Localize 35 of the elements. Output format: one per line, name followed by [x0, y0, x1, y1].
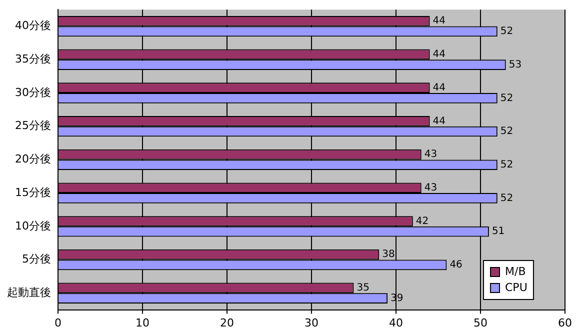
data-label: 38: [382, 249, 395, 260]
data-label: 44: [432, 116, 446, 127]
x-tick-label: 60: [558, 316, 572, 330]
x-tick-label: 20: [220, 316, 234, 330]
x-tick-label: 40: [389, 316, 403, 330]
y-tick-label: 起動直後: [7, 286, 51, 299]
y-tick-label: 5分後: [22, 252, 51, 266]
data-label: 44: [432, 16, 446, 27]
data-label: 35: [356, 282, 370, 294]
y-tick-label: 25分後: [15, 119, 51, 132]
data-label: 52: [500, 159, 514, 170]
x-tick-label: 30: [304, 316, 318, 330]
data-label: 53: [508, 59, 522, 70]
data-label: 52: [500, 26, 514, 38]
data-label: 43: [424, 149, 438, 160]
x-tick-label: 10: [136, 316, 150, 330]
data-label: 52: [500, 92, 514, 104]
y-tick-label: 30分後: [15, 86, 51, 99]
y-tick-label: 35分後: [15, 52, 51, 66]
x-tick-label: 0: [54, 316, 62, 330]
data-label: 42: [416, 216, 429, 227]
data-label: 43: [424, 182, 438, 194]
x-tick-label: 50: [474, 316, 488, 330]
data-label: 44: [432, 82, 446, 94]
data-label: 46: [450, 260, 462, 271]
y-tick-label: 10分後: [15, 219, 51, 232]
data-label: 51: [492, 226, 505, 238]
data-label: 44: [432, 49, 446, 60]
y-tick-label: 40分後: [15, 19, 51, 32]
data-label: 52: [500, 192, 514, 204]
legend-label: M/B: [504, 264, 527, 280]
y-tick-label: 20分後: [15, 152, 51, 166]
legend-label: CPU: [504, 280, 528, 296]
data-label: 52: [500, 126, 514, 138]
y-tick-label: 15分後: [15, 186, 51, 199]
